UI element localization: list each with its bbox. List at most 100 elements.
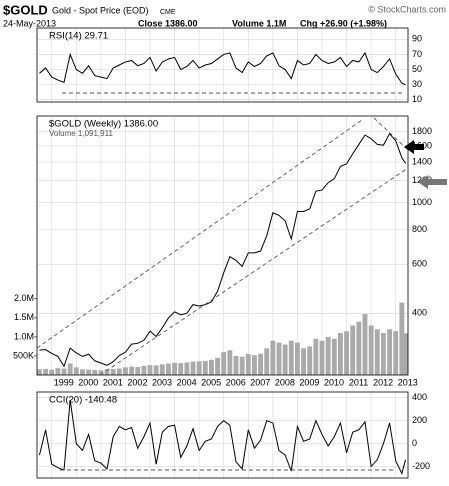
- volume: Volume 1.1M: [232, 18, 286, 28]
- y-tick-label: 800: [412, 224, 427, 234]
- panel-frame: [36, 115, 409, 376]
- data-line: [39, 51, 406, 86]
- subtitle: Gold - Spot Price (EOD): [52, 5, 149, 15]
- y-tick-label: 1400: [412, 156, 432, 166]
- volume-bar: [245, 354, 251, 375]
- y-tick-label: 1000: [412, 197, 432, 207]
- volume-bar: [399, 302, 405, 375]
- y-tick-label: 400: [412, 308, 427, 318]
- symbol: $GOLD: [3, 2, 48, 17]
- volume-bar: [276, 342, 282, 375]
- x-tick-label: 2010: [324, 377, 344, 387]
- panel-title: CCI(20) -140.48: [49, 395, 117, 406]
- source: © StockCharts.com: [368, 4, 446, 14]
- panel-frame: [36, 391, 409, 479]
- volume-bar: [313, 338, 319, 375]
- volume-bar: [43, 368, 49, 375]
- y2-tick-label: 1.0M: [14, 331, 34, 341]
- y-tick-label: 600: [412, 259, 427, 269]
- volume-bar: [196, 361, 202, 375]
- y2-tick-label: 500K: [13, 350, 34, 360]
- volume-bar: [80, 369, 85, 375]
- x-tick-label: 2011: [349, 377, 368, 387]
- data-line: [38, 399, 407, 475]
- volume-bar: [116, 368, 122, 375]
- y-tick-label: 50: [412, 64, 422, 74]
- volume-bar: [233, 355, 239, 375]
- volume-bar: [215, 357, 221, 375]
- y-tick-label: 70: [412, 49, 422, 59]
- change: Chg +26.90 (+1.98%): [300, 18, 387, 28]
- y-tick-label: -200: [412, 461, 430, 471]
- x-tick-label: 2007: [250, 377, 270, 387]
- volume-bar: [258, 353, 264, 375]
- y2-tick-label: 1.5M: [14, 312, 34, 322]
- volume-bar: [403, 333, 408, 375]
- volume-bar: [227, 350, 233, 375]
- close: Close 1386.00: [138, 18, 198, 28]
- volume-bar: [67, 363, 73, 375]
- volume-bar: [331, 338, 337, 375]
- y2-tick-label: 2.0M: [14, 293, 34, 303]
- volume-bar: [356, 321, 362, 375]
- volume-bar: [374, 329, 380, 375]
- volume-bar: [393, 331, 399, 375]
- volume-bar: [282, 344, 288, 375]
- x-tick-label: 2006: [226, 377, 246, 387]
- x-tick-label: 2002: [127, 377, 147, 387]
- y-tick-label: 0: [412, 438, 417, 448]
- volume-bar: [209, 359, 214, 375]
- volume-bar: [202, 360, 208, 375]
- volume-bar: [166, 363, 171, 375]
- channel-lower: [99, 167, 409, 376]
- volume-bar: [98, 370, 104, 375]
- x-tick-label: 2000: [78, 377, 98, 387]
- volume-bar: [110, 368, 116, 375]
- volume-bar: [92, 370, 98, 375]
- x-tick-label: 2004: [177, 377, 197, 387]
- volume-bar: [319, 340, 325, 375]
- volume-bar: [252, 355, 257, 375]
- x-tick-label: 2013: [398, 377, 418, 387]
- volume-bar: [73, 367, 79, 375]
- x-tick-label: 2005: [201, 377, 221, 387]
- volume-bar: [221, 352, 227, 375]
- panel-frame: [36, 27, 409, 103]
- volume-bar: [61, 368, 67, 375]
- trend-line: [373, 117, 409, 151]
- volume-bar: [387, 329, 393, 375]
- volume-bar: [135, 367, 141, 375]
- annotations: [36, 92, 447, 471]
- volume-bar: [338, 333, 343, 375]
- x-tick-label: 2003: [152, 377, 172, 387]
- y-tick-label: 10: [412, 94, 422, 104]
- arrow: [404, 140, 424, 154]
- arrow: [418, 175, 447, 189]
- x-tick-label: 2009: [299, 377, 319, 387]
- volume-bar: [190, 361, 196, 375]
- volume-bar: [147, 365, 153, 375]
- x-tick-label: 1999: [54, 377, 74, 387]
- volume-bar: [153, 365, 159, 375]
- y-tick-label: 1800: [412, 126, 432, 136]
- volume-bar: [368, 325, 374, 375]
- x-tick-label: 2012: [373, 377, 393, 387]
- channel-upper: [36, 119, 363, 349]
- y-tick-label: 30: [412, 79, 422, 89]
- panel-subtitle: Volume 1,091,911: [49, 129, 113, 138]
- volume-bar: [55, 368, 61, 375]
- volume-bar: [172, 362, 178, 375]
- panel-title: RSI(14) 29.71: [49, 31, 108, 42]
- volume-bar: [239, 356, 245, 375]
- volume-bar: [344, 331, 350, 375]
- volume-bar: [301, 348, 307, 375]
- volume-bar: [129, 366, 135, 375]
- volume-bar: [307, 346, 313, 375]
- volume-bar: [123, 367, 128, 375]
- volume-bar: [104, 369, 110, 375]
- volume-bar: [380, 333, 386, 375]
- volume-bar: [86, 369, 92, 375]
- volume-bar: [270, 340, 276, 375]
